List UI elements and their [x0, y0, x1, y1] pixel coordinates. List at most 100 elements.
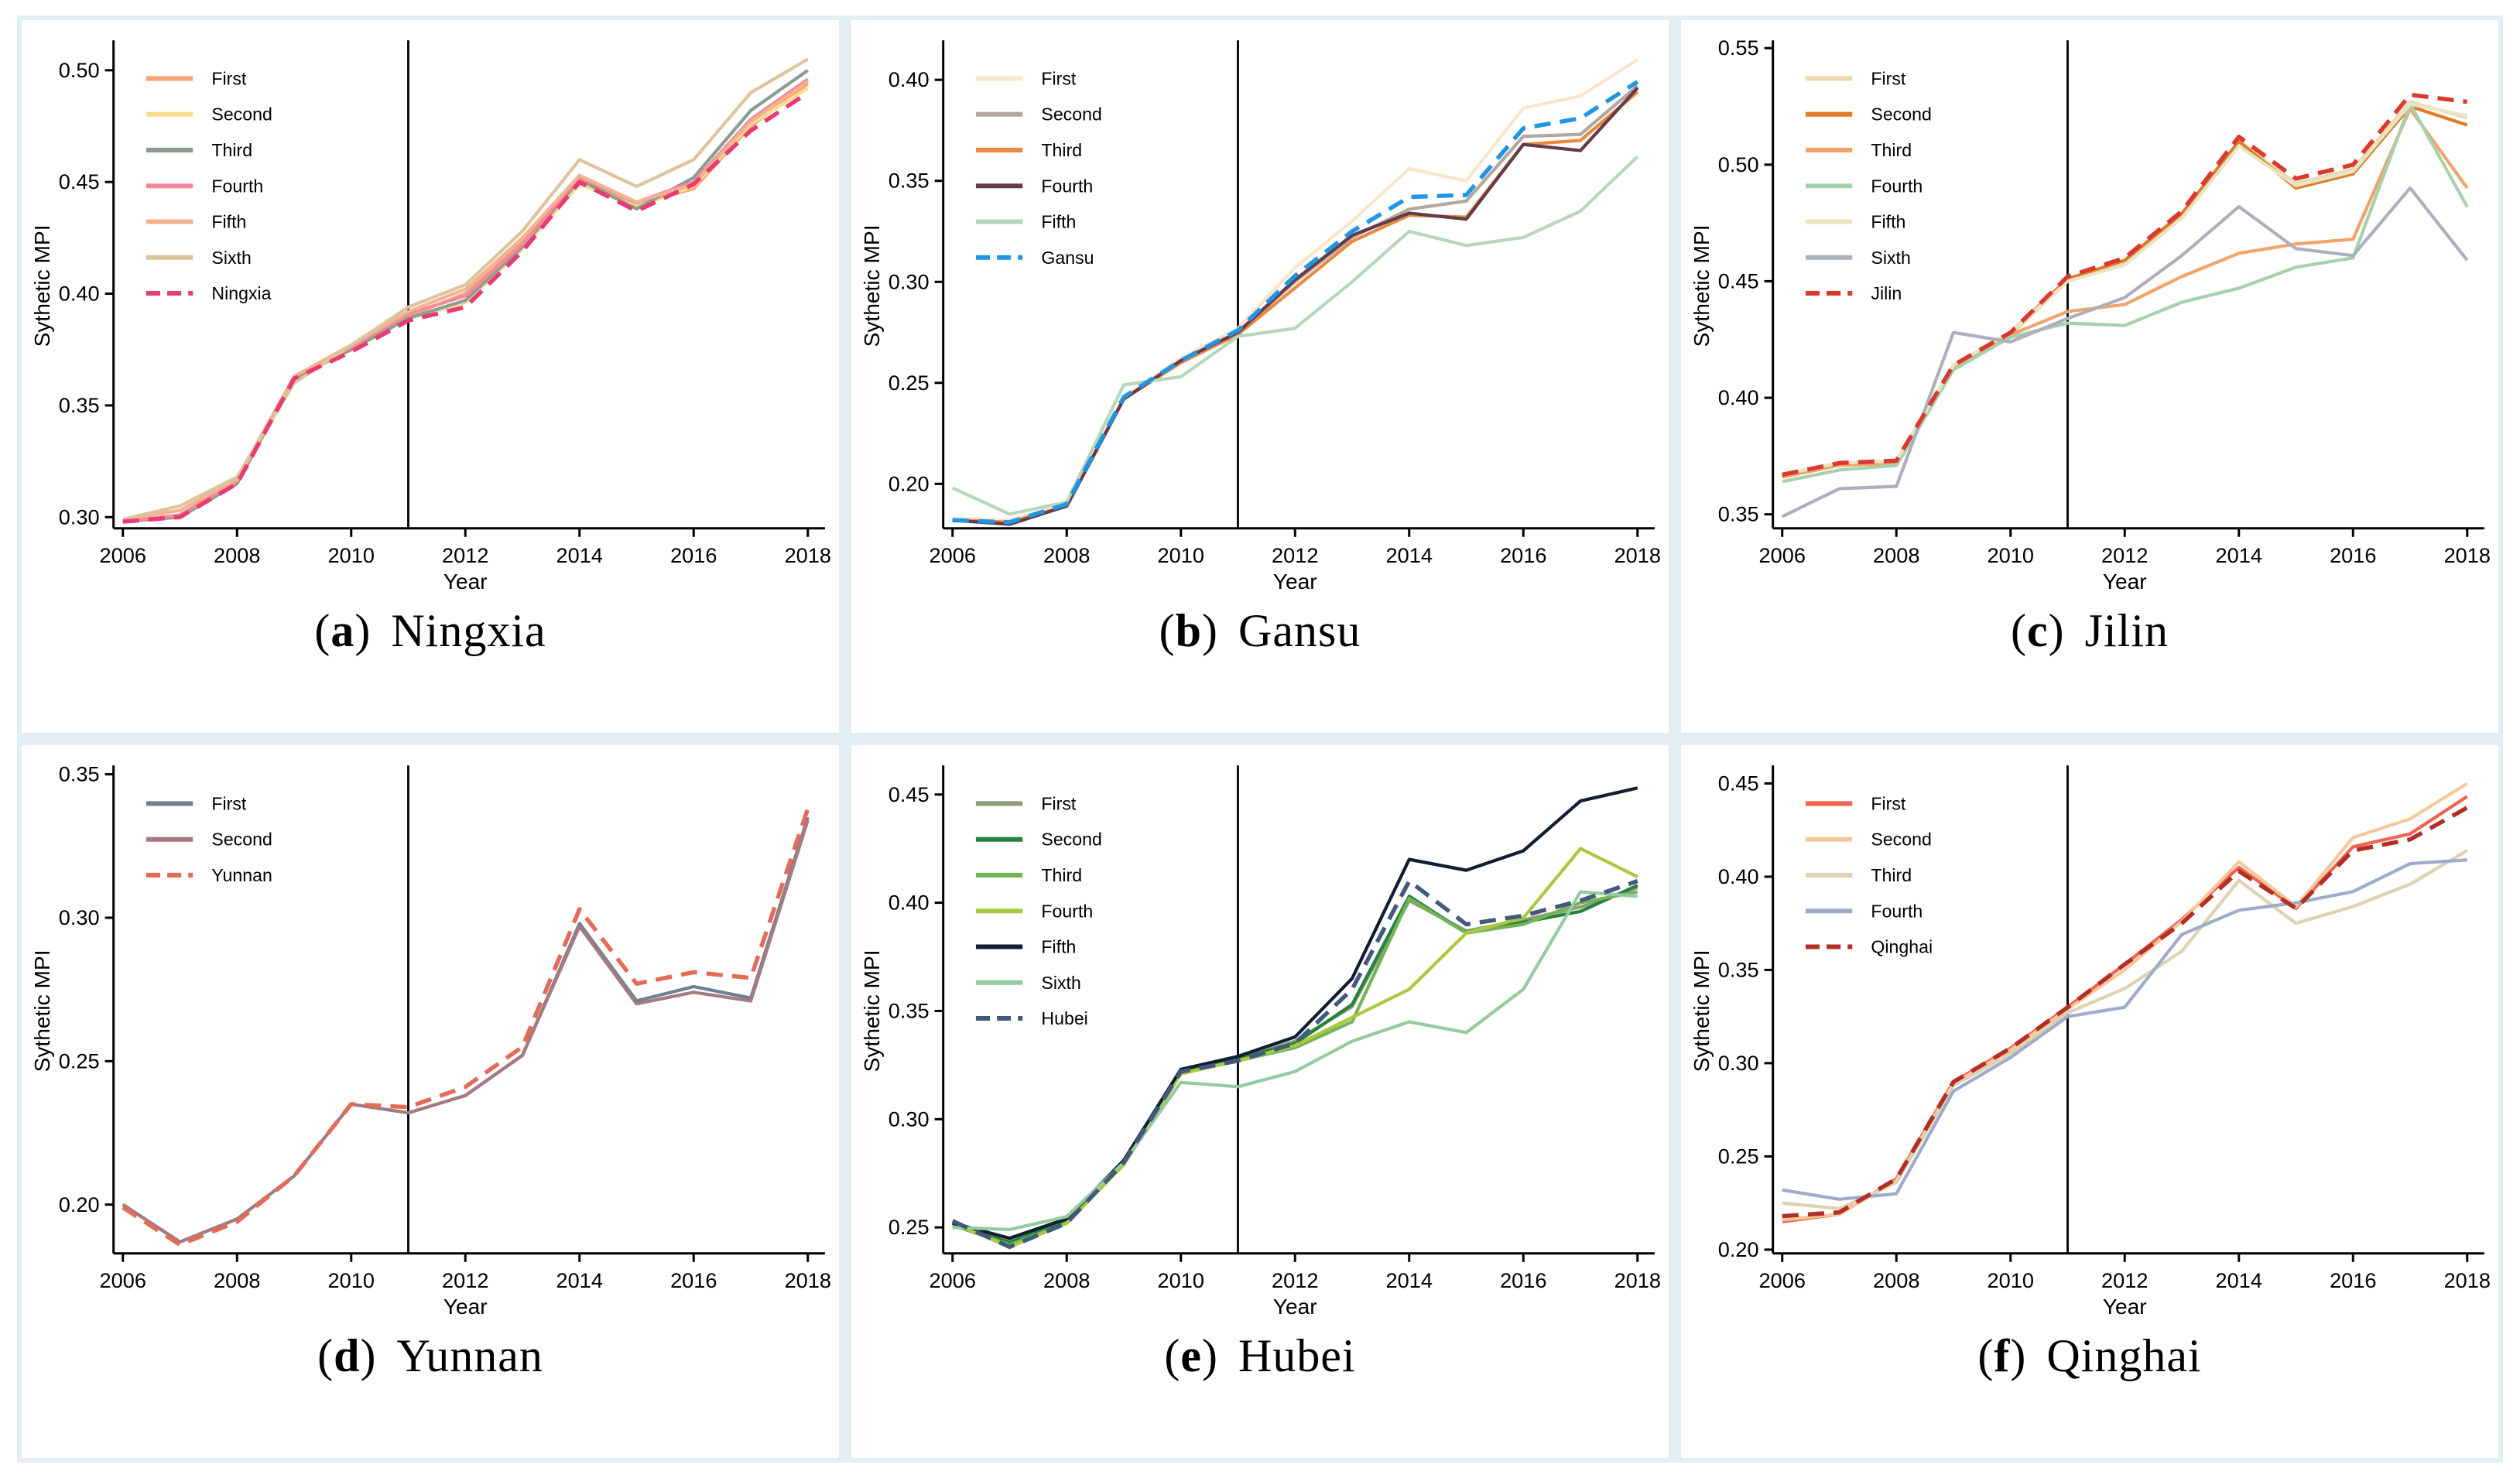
- legend-label: Fourth: [1041, 176, 1093, 196]
- chart-yunnan: 0.20 0.25 0.30 0.35 2006 2008 2010 2012 2014 2016…: [22, 745, 839, 1326]
- legend: First Second Third Fourth Fifth Sixth Hubei: [975, 793, 1102, 1028]
- chart-jilin: 0.35 0.40 0.45 0.50 0.55 2006 2008 2010 2012 2014…: [1681, 20, 2498, 600]
- y-tick-label: 0.45: [1718, 269, 1759, 293]
- legend: First Second Yunnan: [146, 793, 272, 885]
- x-tick-label: 2006: [930, 1268, 976, 1292]
- legend-item-first: First: [1805, 68, 1906, 88]
- y-tick-label: 0.45: [1718, 772, 1759, 795]
- legend-label: Second: [1041, 830, 1101, 850]
- y-tick-label: 0.35: [889, 169, 930, 193]
- legend-label: First: [1041, 793, 1077, 813]
- chart-hubei: 0.25 0.30 0.35 0.40 0.45 2006 2008 2010 2012 2014…: [851, 745, 1669, 1326]
- legend-item-ningxia: Ningxia: [146, 283, 272, 303]
- legend-item-first: First: [146, 68, 247, 88]
- y-axis-title: Sythetic MPI: [860, 224, 884, 347]
- y-tick-label: 0.45: [889, 782, 930, 806]
- x-tick-label: 2010: [328, 1268, 375, 1292]
- y-tick-label: 0.35: [1718, 957, 1759, 981]
- legend-label: Jilin: [1871, 283, 1902, 303]
- x-tick-label: 2014: [2216, 543, 2262, 567]
- legend-label: Fifth: [1041, 937, 1076, 957]
- legend-item-first: First: [1805, 793, 1906, 813]
- legend-item-second: Second: [146, 830, 272, 850]
- y-tick-label: 0.55: [1718, 36, 1759, 60]
- legend-item-second: Second: [975, 830, 1102, 850]
- caption-paren: (: [1164, 1330, 1181, 1382]
- y-tick-label: 0.30: [889, 269, 930, 293]
- legend-item-fifth: Fifth: [975, 212, 1076, 232]
- y-axis-title: Sythetic MPI: [860, 949, 884, 1072]
- legend-item-fifth: Fifth: [146, 212, 246, 232]
- legend-label: First: [1041, 68, 1077, 88]
- y-tick-label: 0.20: [59, 1192, 100, 1216]
- legend: First Second Third Fourth Fifth Sixth Jilin: [1805, 68, 1932, 303]
- series-line-third: [1782, 849, 2468, 1211]
- x-tick-label: 2012: [442, 1268, 488, 1292]
- legend-item-second: Second: [146, 104, 272, 125]
- legend-item-yunnan: Yunnan: [146, 865, 272, 885]
- legend-label: Second: [1871, 104, 1931, 125]
- panel-yunnan: 0.20 0.25 0.30 0.35 2006 2008 2010 2012 2014 2016…: [22, 745, 839, 1458]
- y-tick-label: 0.25: [59, 1049, 100, 1073]
- legend-label: Fourth: [1871, 901, 1923, 921]
- x-tick-label: 2018: [785, 543, 831, 567]
- plot-area: [1681, 745, 2498, 1326]
- legend-item-fifth: Fifth: [1805, 212, 1905, 232]
- x-tick-label: 2010: [1158, 543, 1204, 567]
- y-tick-label: 0.25: [889, 371, 930, 395]
- legend-label: First: [211, 793, 247, 813]
- x-tick-label: 2010: [1158, 1268, 1204, 1292]
- legend-label: Fourth: [1871, 176, 1923, 196]
- x-tick-label: 2006: [1759, 543, 1806, 567]
- figure-frame: 0.30 0.35 0.40 0.45 0.50 2006 2008 2010 2012 2014…: [17, 15, 2503, 1463]
- caption-paren: (: [317, 1330, 334, 1382]
- chart-gansu: 0.20 0.25 0.30 0.35 0.40 2006 2008 2010 2012 2014…: [851, 20, 1669, 600]
- x-axis-title: Year: [1273, 570, 1317, 594]
- legend-item-hubei: Hubei: [975, 1008, 1088, 1028]
- legend-item-fifth: Fifth: [975, 937, 1076, 957]
- legend-item-third: Third: [1805, 140, 1912, 160]
- legend-label: Third: [1871, 140, 1912, 160]
- y-tick-label: 0.40: [1718, 864, 1759, 888]
- x-tick-label: 2006: [1759, 1268, 1806, 1292]
- panel-gansu: 0.20 0.25 0.30 0.35 0.40 2006 2008 2010 2012 2014…: [851, 20, 1669, 733]
- x-tick-label: 2008: [1873, 543, 1919, 567]
- y-tick-label: 0.30: [59, 505, 100, 529]
- legend-label: Second: [211, 830, 272, 850]
- legend-item-jilin: Jilin: [1805, 283, 1902, 303]
- x-tick-label: 2014: [1386, 1268, 1433, 1292]
- legend-label: Gansu: [1041, 248, 1094, 268]
- x-axis-title: Year: [443, 1295, 488, 1319]
- x-axis-title: Year: [2103, 1295, 2147, 1319]
- x-tick-label: 2016: [1500, 543, 1546, 567]
- legend-label: Qinghai: [1871, 937, 1933, 957]
- y-tick-label: 0.30: [1718, 1051, 1759, 1075]
- caption-name: Qinghai: [2046, 1330, 2202, 1382]
- caption-paren: (: [1159, 605, 1176, 657]
- caption-paren: ): [1202, 1330, 1218, 1382]
- series-line-third: [122, 69, 809, 524]
- legend-item-third: Third: [975, 140, 1082, 160]
- legend-item-sixth: Sixth: [975, 973, 1081, 993]
- chart-canvas-gansu: 0.20 0.25 0.30 0.35 0.40 2006 2008 2010 2012 2014…: [851, 20, 1669, 600]
- series-line-jilin: [1782, 92, 2468, 477]
- x-tick-label: 2012: [1272, 1268, 1318, 1292]
- x-tick-label: 2006: [100, 543, 146, 567]
- chart-canvas-ningxia: 0.30 0.35 0.40 0.45 0.50 2006 2008 2010 2012 2014…: [22, 20, 839, 600]
- y-axis-title: Sythetic MPI: [30, 224, 54, 347]
- caption-paren: ): [360, 1330, 377, 1382]
- panel-caption: (a) Ningxia: [314, 604, 546, 658]
- legend-label: First: [1871, 793, 1906, 813]
- series-line-gansu: [952, 80, 1639, 525]
- legend-item-fourth: Fourth: [1805, 901, 1923, 921]
- legend: First Second Third Fourth Fifth Sixth Ningxia: [146, 68, 272, 303]
- y-tick-label: 0.25: [1718, 1144, 1759, 1168]
- y-axis-title: Sythetic MPI: [1690, 949, 1714, 1072]
- y-tick-label: 0.40: [889, 67, 930, 91]
- panel-qinghai: 0.20 0.25 0.30 0.35 0.40 0.45 2006 2008 2010 2012…: [1681, 745, 2498, 1458]
- caption-paren: (: [2011, 605, 2027, 657]
- caption-name: Gansu: [1238, 605, 1361, 657]
- caption-paren: (: [314, 605, 331, 657]
- caption-name: Hubei: [1238, 1330, 1356, 1382]
- x-tick-label: 2014: [556, 1268, 603, 1292]
